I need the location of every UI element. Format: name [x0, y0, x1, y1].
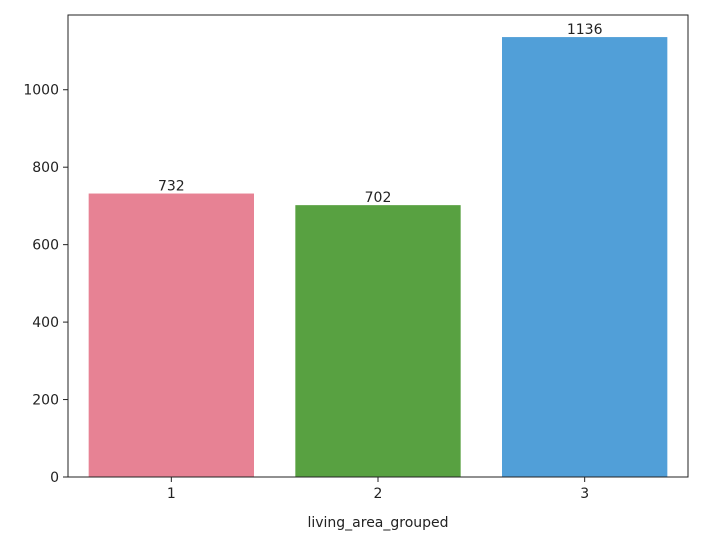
bar-value-label-1: 732	[158, 179, 185, 195]
bar-2	[295, 205, 461, 478]
y-axis: 0 200 400 600 800 1000	[23, 83, 68, 486]
plot-frame	[67, 14, 689, 478]
x-tick-label-3: 3	[580, 486, 589, 502]
y-tick-label-400: 400	[32, 315, 59, 331]
x-axis: 1 2 3	[167, 477, 589, 502]
y-tick-label-1000: 1000	[23, 83, 59, 99]
bar-value-label-3: 1136	[567, 22, 603, 38]
y-tick-label-200: 200	[32, 393, 59, 409]
x-tick-label-2: 2	[374, 486, 383, 502]
x-tick-label-1: 1	[167, 486, 176, 502]
y-tick-label-600: 600	[32, 238, 59, 254]
bar-value-label-2: 702	[365, 190, 392, 206]
x-axis-label: living_area_grouped	[307, 515, 448, 531]
bar-3	[502, 37, 668, 478]
bar-1	[88, 193, 255, 477]
y-tick-label-800: 800	[32, 160, 59, 176]
bars: 732 702 1136	[88, 22, 668, 478]
y-tick-label-0: 0	[50, 470, 59, 486]
